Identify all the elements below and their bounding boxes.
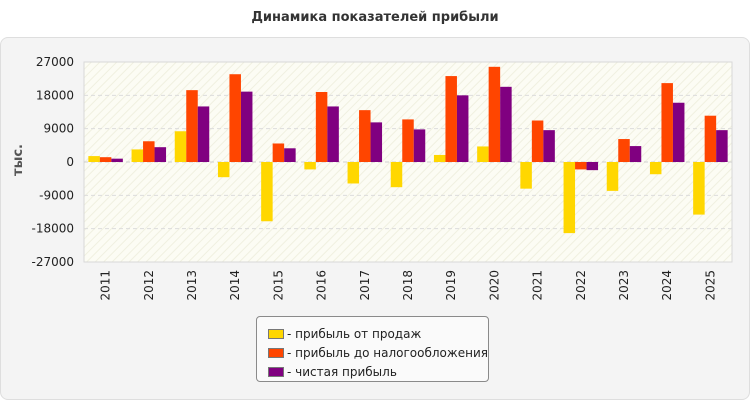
y-axis-label: тыс.	[11, 144, 26, 176]
x-tick-label: 2021	[531, 270, 545, 301]
bar-2011-s1	[99, 157, 112, 162]
legend-swatch	[268, 366, 284, 377]
bar-2021-s2	[543, 130, 555, 162]
bar-2020-s2	[500, 86, 512, 162]
bar-2023-s0	[606, 162, 619, 191]
bar-2017-s2	[370, 122, 383, 162]
bar-2014-s0	[217, 162, 230, 178]
x-tick-label: 2018	[401, 270, 415, 301]
bar-2025-s1	[704, 115, 717, 162]
y-tick-label: 0	[66, 155, 74, 169]
bar-2024-s0	[649, 162, 662, 175]
bar-2016-s2	[327, 106, 339, 162]
bar-2024-s1	[661, 83, 673, 162]
legend-swatch	[268, 347, 284, 358]
bar-2019-s2	[456, 95, 469, 162]
bar-2013-s2	[197, 106, 210, 162]
bar-2014-s2	[240, 91, 253, 162]
x-tick-label: 2015	[271, 270, 285, 301]
bar-2024-s2	[672, 102, 685, 162]
legend-label: - прибыль от продаж	[287, 326, 422, 341]
y-tick-label: 9000	[43, 122, 74, 136]
legend-swatch	[268, 328, 284, 339]
bar-2019-s1	[445, 76, 457, 162]
x-tick-label: 2025	[703, 270, 717, 301]
bar-2011-s2	[111, 158, 123, 162]
y-tick-labels: 27000 18000 9000 0 -9000 -18000 -27000	[31, 55, 74, 269]
bar-2015-s0	[261, 162, 273, 222]
bar-2016-s1	[315, 92, 328, 162]
bar-2022-s0	[563, 162, 576, 234]
legend-label: - прибыль до налогообложения	[287, 345, 488, 360]
x-tick-label: 2012	[142, 270, 156, 301]
bar-2023-s2	[629, 146, 642, 162]
legend-item-pretax-profit: - прибыль до налогообложения	[257, 343, 488, 362]
bar-2021-s0	[520, 162, 532, 189]
y-tick-label: -9000	[39, 188, 74, 202]
bar-2022-s2	[586, 162, 599, 171]
bar-2015-s2	[284, 148, 296, 162]
x-tick-label: 2019	[444, 270, 458, 301]
bar-2017-s1	[359, 110, 371, 162]
bar-2014-s1	[229, 74, 241, 162]
x-tick-label: 2016	[315, 270, 329, 301]
y-tick-label: -18000	[31, 222, 74, 236]
x-tick-label: 2013	[185, 270, 199, 301]
bar-2018-s0	[390, 162, 403, 188]
bar-2019-s0	[433, 154, 446, 162]
bar-2021-s1	[531, 120, 544, 162]
bar-2018-s1	[402, 119, 414, 162]
x-tick-label: 2011	[99, 270, 113, 301]
y-tick-label: 27000	[36, 55, 74, 69]
y-tick-label: 18000	[36, 88, 74, 102]
x-tick-label: 2020	[487, 270, 501, 301]
bar-2025-s2	[716, 130, 728, 162]
bar-2020-s1	[488, 66, 501, 162]
x-tick-label: 2014	[228, 270, 242, 301]
bar-2011-s0	[88, 156, 100, 162]
x-tick-label: 2022	[574, 270, 588, 301]
bar-2013-s1	[186, 90, 198, 162]
bar-2018-s2	[413, 129, 426, 162]
bar-2023-s1	[618, 139, 630, 162]
bar-2025-s0	[693, 162, 705, 215]
x-tick-labels: 2011 2012 2013 2014 2015 2016 2017 2018 2019 2020…	[99, 270, 718, 301]
chart-title: Динамика показателей прибыли	[251, 10, 499, 25]
bar-2012-s1	[143, 141, 155, 162]
bar-2020-s0	[477, 146, 489, 162]
legend-item-sales-profit: - прибыль от продаж	[257, 324, 488, 343]
legend: - прибыль от продаж - прибыль до налогоо…	[256, 316, 489, 382]
x-tick-label: 2023	[617, 270, 631, 301]
legend-item-net-profit: - чистая прибыль	[257, 362, 488, 381]
bar-2013-s0	[174, 131, 187, 162]
bar-2015-s1	[272, 143, 285, 162]
bar-2012-s2	[154, 147, 167, 162]
bar-2012-s0	[131, 149, 144, 162]
bar-2017-s0	[347, 162, 360, 184]
bars	[88, 66, 728, 234]
bar-2022-s1	[575, 162, 587, 170]
bar-2016-s0	[304, 162, 316, 170]
x-tick-label: 2024	[660, 270, 674, 301]
x-tick-label: 2017	[358, 270, 372, 301]
legend-label: - чистая прибыль	[287, 364, 397, 379]
y-tick-label: -27000	[31, 255, 74, 269]
